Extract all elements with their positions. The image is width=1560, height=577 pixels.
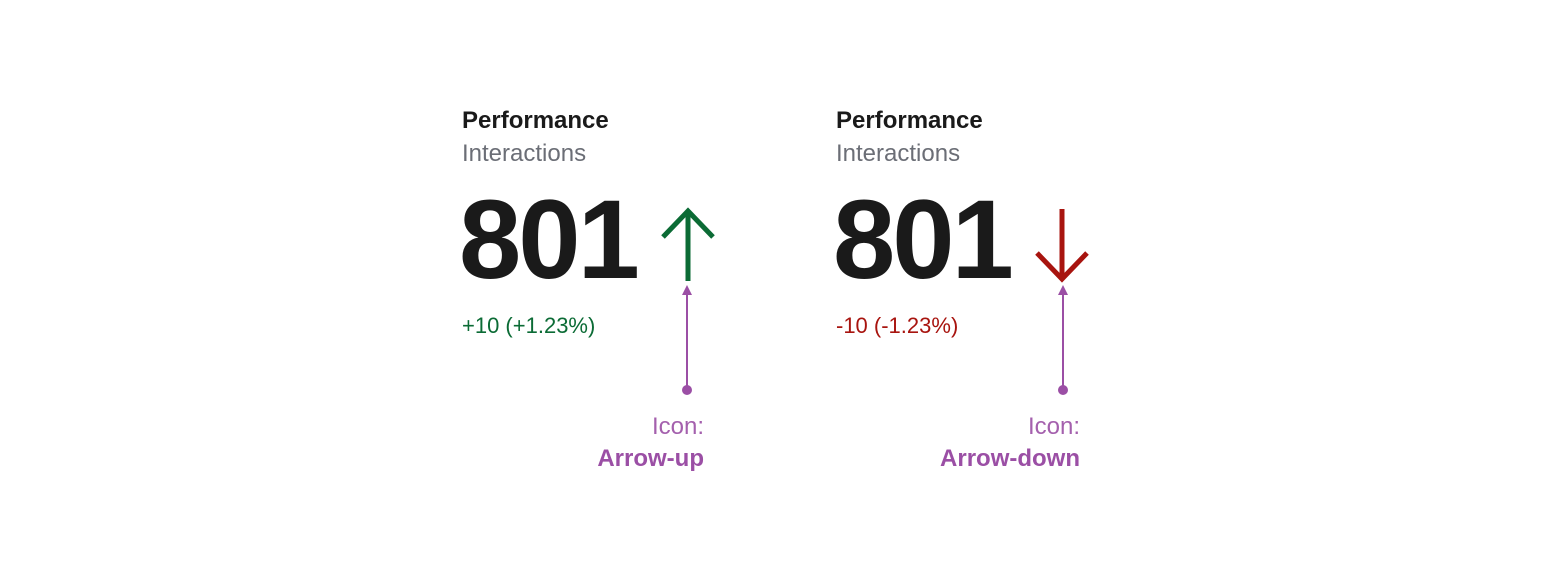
annotation-label: Icon: bbox=[1027, 413, 1080, 440]
card-title: Performance bbox=[462, 107, 609, 134]
kpi-change: -10 (-1.23%) bbox=[836, 313, 959, 338]
annotation-pointer bbox=[1058, 285, 1068, 395]
card-title: Performance bbox=[836, 107, 983, 134]
kpi-change: +10 (+1.23%) bbox=[462, 313, 596, 338]
annotation-value: Arrow-up bbox=[597, 445, 704, 472]
arrow-down-icon bbox=[1035, 209, 1089, 283]
card-subtitle: Interactions bbox=[836, 140, 961, 167]
annotation-value: Arrow-down bbox=[940, 445, 1080, 472]
kpi-card-up: Performance Interactions 801 +10 (+1.23%… bbox=[459, 0, 762, 577]
annotation-pointer bbox=[682, 285, 692, 395]
kpi-value: 801 bbox=[833, 177, 1014, 302]
annotation-label: Icon: bbox=[651, 413, 704, 440]
kpi-card-down: Performance Interactions 801 -10 (-1.23%… bbox=[833, 0, 1136, 577]
card-subtitle: Interactions bbox=[462, 140, 587, 167]
arrow-up-icon bbox=[661, 207, 715, 281]
kpi-value: 801 bbox=[459, 177, 640, 302]
